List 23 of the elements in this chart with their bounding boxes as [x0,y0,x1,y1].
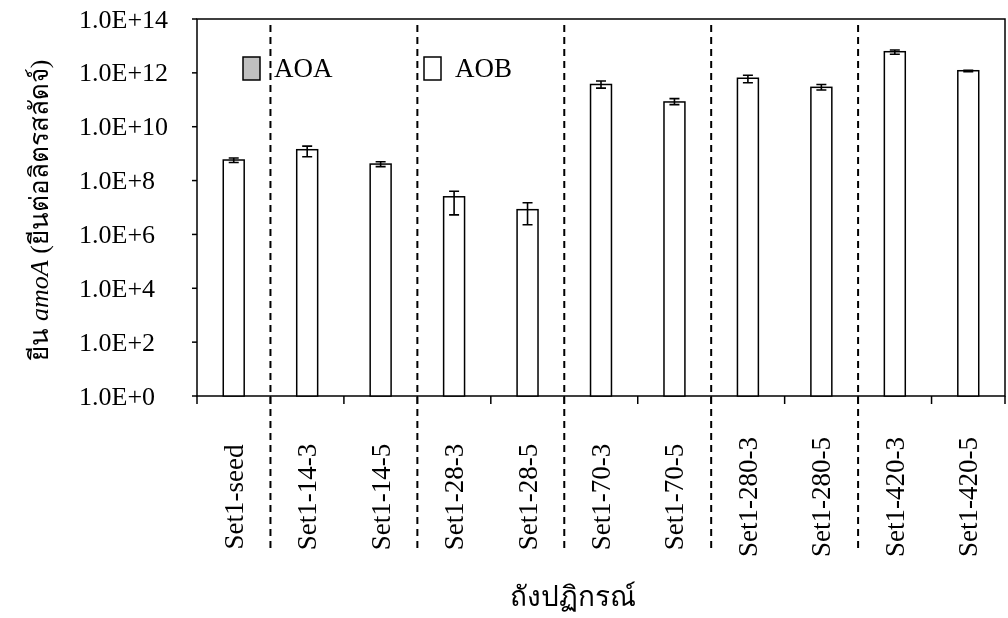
x-tick-label: Set1-28-3 [439,443,470,551]
y-tick-label: 1.0E+14 [79,4,169,34]
x-tick-label: Set1-70-3 [586,443,616,551]
legend-label: AOA [274,53,333,83]
y-axis-title: ยีน amoA (ยีนต่อลิตรสลัดจ์) [25,59,54,361]
x-tick-label: Set1-420-5 [953,437,984,557]
y-tick-label: 1.0E+6 [79,219,156,249]
x-tick-label: Set1-seed [218,444,249,550]
x-tick-label: Set1-28-5 [512,443,543,551]
y-tick-label: 1.0E+12 [79,58,169,88]
y-tick-label: 1.0E+2 [79,327,156,357]
y-tick-label: 1.0E+0 [79,381,156,411]
x-tick-label: Set1-14-5 [365,443,396,551]
y-tick-label: 1.0E+8 [79,166,156,196]
x-tick-label: Set1-14-3 [292,443,323,551]
x-tick-label: Set1-280-3 [732,437,763,557]
y-tick-label: 1.0E+4 [79,273,156,303]
x-tick-label: Set1-70-5 [659,443,690,551]
x-axis-title: ถังปฏิกรณ์ [510,581,636,612]
y-tick-label: 1.0E+10 [79,112,169,142]
legend-label: AOB [455,53,513,83]
x-tick-label: Set1-420-3 [879,437,910,557]
x-tick-label: Set1-280-5 [806,437,837,557]
